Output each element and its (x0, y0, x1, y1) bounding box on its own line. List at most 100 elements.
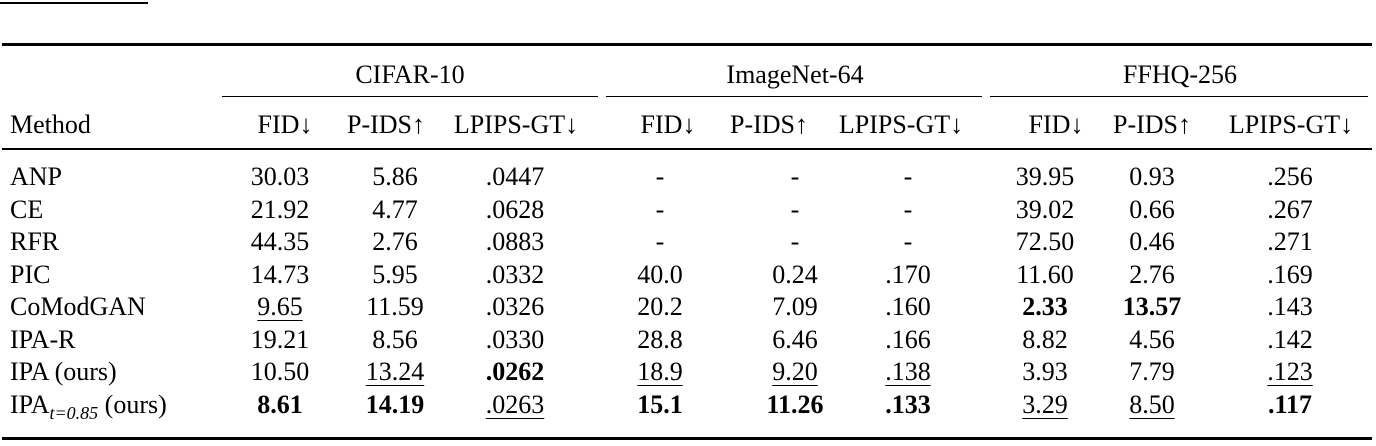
metric-header: LPIPS-GT↓ (838, 110, 964, 139)
table-cell: 21.92 (250, 194, 310, 224)
table-cell: 2.76 (1129, 259, 1175, 289)
metric-header: P-IDS↑ (729, 110, 809, 139)
method-subscript: t=0.85 (49, 402, 99, 423)
table-cell: .0326 (485, 292, 545, 321)
table-cell: 18.9 (637, 357, 683, 386)
table-cell: .0883 (485, 227, 545, 256)
table-cell: .0263 (485, 389, 545, 419)
table-cell: 2.76 (372, 227, 418, 256)
table-cell: 9.65 (257, 292, 303, 321)
table-cell: - (903, 194, 913, 224)
table-cell: 10.50 (250, 357, 310, 386)
table-cell: 6.46 (772, 324, 818, 354)
table-cell: .0447 (485, 162, 545, 191)
method-name: PIC (10, 259, 51, 289)
table-cell: 8.56 (372, 324, 418, 354)
method-name: ANP (10, 162, 63, 191)
table-cell: 5.95 (372, 259, 418, 289)
method-name: IPA (ours) (10, 357, 117, 386)
group-header-ffhq: FFHQ-256 (1122, 60, 1238, 89)
table-cell: - (903, 227, 913, 256)
table-cell: .0262 (485, 357, 545, 386)
table-cell: 8.50 (1129, 389, 1175, 419)
method-suffix: (ours) (98, 389, 167, 419)
table-cell: - (790, 227, 800, 256)
method-name: CoModGAN (10, 292, 146, 321)
table-cell: 39.95 (1015, 162, 1075, 191)
table-cell: .0332 (485, 259, 545, 289)
table-cell: .138 (885, 357, 931, 386)
method-header: Method (10, 110, 91, 139)
table-cell: 11.59 (366, 292, 424, 321)
table-cell: - (790, 162, 800, 191)
metric-header: LPIPS-GT↓ (1228, 110, 1354, 139)
metric-header: P-IDS↑ (1112, 110, 1192, 139)
table-cell: .123 (1267, 357, 1313, 386)
method-name: CE (10, 194, 44, 224)
table-cell: 4.56 (1129, 324, 1175, 354)
table-cell: .142 (1267, 324, 1313, 354)
group-header-cifar: CIFAR-10 (355, 60, 465, 89)
table-cell: 40.0 (637, 259, 683, 289)
table-cell: 13.24 (365, 357, 425, 386)
table-cell: 0.93 (1129, 162, 1175, 191)
table-cell: .160 (885, 292, 931, 321)
table-cell: - (903, 162, 913, 191)
table-cell: 8.82 (1022, 324, 1068, 354)
method-name: IPA-R (10, 324, 76, 354)
row-method: CoModGAN (10, 292, 146, 322)
metric-header: FID↓ (1028, 110, 1084, 139)
table-cell: 5.86 (372, 162, 418, 191)
row-method: IPAt=0.85 (ours) (10, 390, 167, 428)
table-cell: 72.50 (1015, 227, 1075, 256)
table-cell: 7.79 (1129, 357, 1175, 386)
table-cell: 9.20 (772, 357, 818, 386)
table-cell: 0.46 (1129, 227, 1175, 256)
table-cell: 20.2 (637, 292, 683, 321)
table-cell: - (655, 227, 665, 256)
row-method: ANP (10, 162, 62, 192)
row-method: IPA (ours) (10, 357, 117, 387)
table-cell: 3.93 (1022, 357, 1068, 386)
metric-header: FID↓ (640, 110, 696, 139)
row-method: PIC (10, 260, 50, 290)
table-cell: - (655, 162, 665, 191)
table-cell: 0.66 (1129, 194, 1175, 224)
table-cell: 11.60 (1016, 259, 1074, 289)
table-cell: 15.1 (637, 389, 683, 419)
table-cell: 28.8 (637, 324, 683, 354)
table-cell: .169 (1267, 259, 1313, 289)
metric-header: P-IDS↑ (346, 110, 426, 139)
cmidrule-imagenet (606, 96, 982, 97)
table-cell: 7.09 (772, 292, 818, 321)
table-cell: .0330 (485, 324, 545, 354)
table-cell: .133 (885, 389, 931, 419)
cutoff-underline (0, 2, 148, 4)
table-cell: - (790, 194, 800, 224)
table-cell: .143 (1267, 292, 1313, 321)
table-cell: .271 (1267, 227, 1313, 256)
table-cell: 19.21 (250, 324, 310, 354)
table-cell: .256 (1267, 162, 1313, 191)
table-cell: 13.57 (1122, 292, 1182, 321)
metric-header: FID↓ (257, 110, 313, 139)
table-cell: .166 (885, 324, 931, 354)
cmidrule-cifar (222, 96, 598, 97)
row-method: CE (10, 195, 43, 225)
table-cell: 14.73 (250, 259, 310, 289)
method-name: RFR (10, 227, 60, 256)
row-method: IPA-R (10, 325, 76, 355)
table-cell: 4.77 (372, 194, 418, 224)
table-cell: 11.26 (766, 389, 824, 419)
table-cell: 3.29 (1022, 389, 1068, 419)
table-cell: 39.02 (1015, 194, 1075, 224)
row-method: RFR (10, 227, 59, 257)
table-cell: 0.24 (772, 259, 818, 289)
table-cell: 2.33 (1022, 292, 1068, 321)
table-cell: 30.03 (250, 162, 310, 191)
table-cell: 8.61 (257, 389, 303, 419)
table-cell: 44.35 (250, 227, 310, 256)
table-cell: .170 (885, 259, 931, 289)
bottom-rule (2, 437, 1372, 440)
metric-header: LPIPS-GT↓ (453, 110, 579, 139)
